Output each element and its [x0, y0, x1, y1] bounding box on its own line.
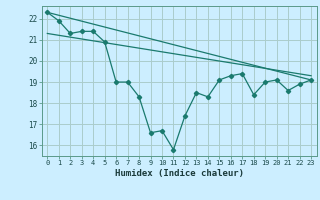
X-axis label: Humidex (Indice chaleur): Humidex (Indice chaleur)	[115, 169, 244, 178]
